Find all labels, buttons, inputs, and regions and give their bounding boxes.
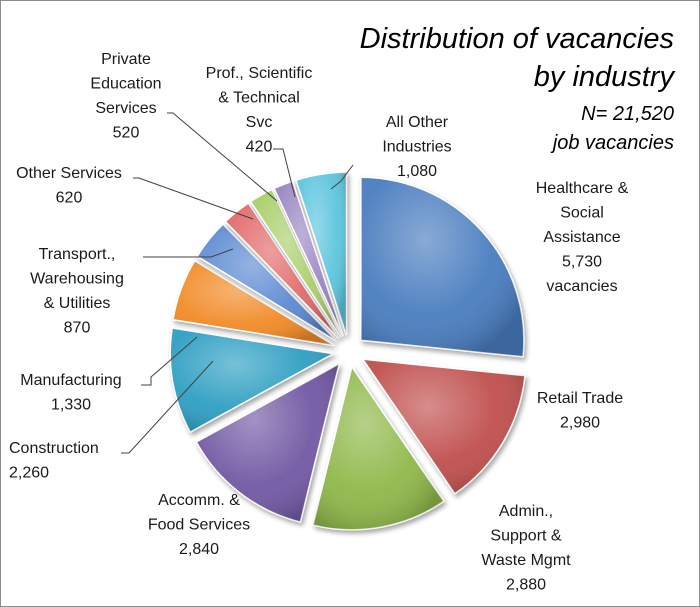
slice-label: Prof., Scientific & Technical Svc 420 (206, 65, 313, 156)
pie-slice-gloss (360, 177, 524, 357)
slice-label-line: Prof., Scientific (206, 65, 313, 82)
pie-slice (361, 358, 526, 495)
chart-subtitle-line-2: job vacancies (550, 132, 674, 154)
leader-lines (121, 112, 354, 454)
slice-label-line: 520 (113, 125, 140, 142)
slice-label-line: Manufacturing (20, 372, 121, 389)
slice-label-line: Retail Trade (537, 390, 623, 407)
slice-label: Retail Trade 2,980 (537, 390, 623, 432)
pie-slice (295, 171, 348, 336)
pie-slice-gloss (170, 328, 334, 433)
pie-slices (169, 171, 526, 531)
slice-label-line: Transport., (39, 246, 116, 263)
slice-label-line: Healthcare & (536, 180, 629, 197)
slice-label-line: Accomm. & (158, 492, 240, 509)
slice-label-line: Svc (246, 114, 273, 131)
slice-label-line: Warehousing (30, 271, 124, 288)
pie-slice (312, 364, 445, 531)
pie-slice-gloss (295, 172, 347, 336)
slice-label: All Other Industries 1,080 (382, 114, 451, 180)
pie-slice-gloss (196, 363, 340, 522)
pie-slice-gloss (362, 359, 525, 494)
chart-title-line-1: Distribution of vacancies (360, 23, 674, 55)
chart-subtitle-line-1: N= 21,520 (581, 103, 674, 125)
slice-label-line: Waste Mgmt (481, 552, 571, 569)
slice-label-line: & Technical (218, 90, 300, 107)
pie-slice-gloss (312, 366, 444, 530)
leader-line (167, 112, 278, 202)
slice-label-line: vacancies (546, 278, 617, 295)
slice-label-line: Industries (382, 139, 451, 156)
slice-label-line: Support & (490, 528, 561, 545)
leader-line (143, 248, 234, 258)
pie-slice (224, 202, 340, 340)
slice-label-line: 2,880 (506, 577, 546, 594)
slice-label-line: Education (90, 76, 161, 93)
slice-label-line: 5,730 (562, 254, 602, 271)
slice-label: Private Education Services 520 (90, 51, 161, 142)
slice-label-line: 1,080 (397, 163, 437, 180)
pie-slice-gloss (250, 189, 342, 338)
pie-slice (249, 188, 342, 338)
slice-label-line: 870 (64, 320, 91, 337)
pie-slice-gloss (274, 181, 344, 337)
slice-label: Manufacturing 1,330 (20, 372, 121, 414)
pie-slice (169, 327, 336, 434)
slice-label: Other Services 620 (16, 165, 122, 207)
slice-label-line: 620 (56, 190, 83, 207)
slice-label-line: All Other (386, 114, 449, 131)
leader-line (121, 360, 214, 454)
slice-label-line: 1,330 (51, 397, 91, 414)
chart-title-line-2: by industry (534, 61, 676, 93)
leader-line (273, 148, 296, 198)
pie-slice-gloss (197, 224, 337, 342)
pie-slice (273, 180, 344, 337)
slice-label-line: 2,980 (560, 415, 600, 432)
slice-label-line: Other Services (16, 165, 122, 182)
slice-labels: Healthcare & Social Assistance 5,730 vacanci… (9, 51, 629, 594)
slice-label-line: Private (101, 51, 151, 68)
pie-slice (360, 176, 525, 358)
slice-label-line: & Utilities (44, 295, 111, 312)
leader-line (141, 336, 198, 386)
slice-label-line: Services (95, 100, 156, 117)
leader-line (330, 164, 354, 190)
slice-label: Admin., Support & Waste Mgmt 2,880 (481, 503, 571, 594)
slice-label-line: 2,840 (179, 541, 219, 558)
slice-label-line: Food Services (148, 517, 250, 534)
slice-label: Transport., Warehousing & Utilities 870 (30, 246, 124, 337)
slice-label-line: 2,260 (9, 465, 49, 482)
pie-slice-gloss (173, 260, 334, 346)
pie-slice (196, 222, 338, 342)
leader-line (133, 177, 254, 220)
slice-label-line: 420 (246, 139, 273, 156)
slice-label-line: Admin., (499, 503, 553, 520)
slice-label: Accomm. & Food Services 2,840 (148, 492, 250, 558)
slice-label-line: Assistance (543, 229, 620, 246)
slice-label-line: Social (560, 205, 604, 222)
pie-slice (195, 362, 341, 523)
slice-label: Construction 2,260 (9, 440, 99, 482)
slice-label: Healthcare & Social Assistance 5,730 vacanci… (536, 180, 629, 295)
slice-label-line: Construction (9, 440, 99, 457)
pie-slice-gloss (225, 203, 339, 339)
pie-slice (172, 259, 335, 347)
